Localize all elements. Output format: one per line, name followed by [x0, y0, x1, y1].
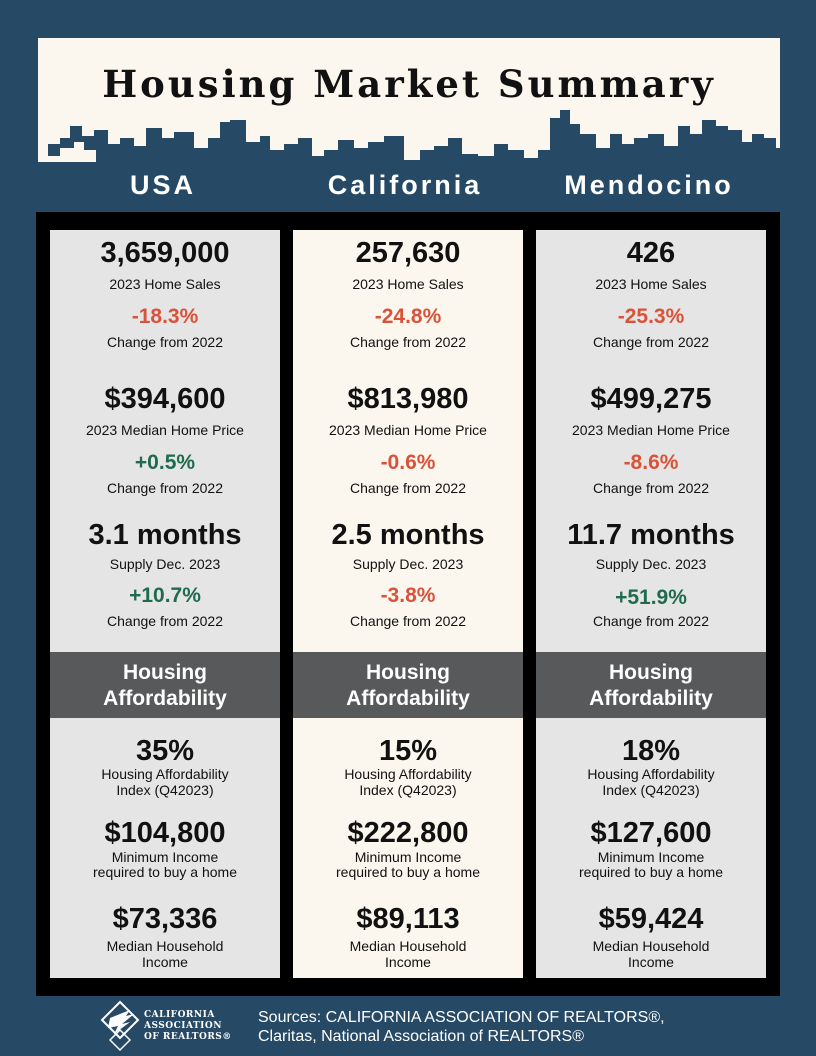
supply-label: Supply Dec. 2023: [109, 556, 221, 572]
median-price-label: 2023 Median Home Price: [329, 422, 487, 438]
logo-line1: CALIFORNIA: [144, 1010, 215, 1020]
supply-change: +51.9%: [615, 586, 687, 609]
median-price-change-label: Change from 2022: [593, 480, 709, 496]
affordability-section: 35% Housing Affordability Index (Q42023)…: [50, 718, 280, 978]
home-sales-change: -24.8%: [374, 305, 442, 328]
median-price-value: $813,980: [347, 383, 469, 415]
home-sales-change-label: Change from 2022: [593, 334, 709, 350]
hai-label-line1: Housing Affordability: [344, 766, 472, 782]
median-price-value: $394,600: [104, 383, 226, 415]
column-header-mendocino: Mendocino: [564, 170, 734, 200]
min-income-label-line1: Minimum Income: [354, 849, 462, 865]
median-price-change: +0.5%: [134, 451, 196, 474]
car-logo-icon: [100, 1000, 140, 1052]
median-income-label-line1: Median Household: [592, 938, 710, 954]
median-income-label-line2: Income: [385, 954, 431, 970]
supply-value: 3.1 months: [88, 519, 242, 551]
column-header-california: California: [327, 170, 483, 200]
median-income-label-line2: Income: [628, 954, 674, 970]
affordability-line2: Affordability: [589, 687, 713, 710]
page-title: Housing Market Summary: [102, 62, 716, 106]
title-banner: Housing Market Summary: [38, 38, 780, 190]
hai-label-line1: Housing Affordability: [587, 766, 715, 782]
min-income-value: $127,600: [590, 817, 712, 849]
sources-line1: Sources: CALIFORNIA ASSOCIATION OF REALT…: [258, 1009, 665, 1026]
median-price-label: 2023 Median Home Price: [572, 422, 730, 438]
median-income-value: $73,336: [112, 903, 218, 935]
column-header-usa: USA: [129, 170, 196, 200]
min-income-label-line1: Minimum Income: [111, 849, 219, 865]
hai-value: 18%: [621, 735, 681, 767]
logo-line3: OF REALTORS®: [144, 1032, 232, 1042]
logo-text: CALIFORNIA ASSOCIATION OF REALTORS®: [144, 1010, 232, 1043]
supply-change-label: Change from 2022: [350, 613, 466, 629]
home-sales-change-label: Change from 2022: [350, 334, 466, 350]
median-income-label-line2: Income: [142, 954, 188, 970]
home-sales-label: 2023 Home Sales: [109, 276, 221, 292]
supply-label: Supply Dec. 2023: [595, 556, 707, 572]
hai-label-line1: Housing Affordability: [101, 766, 229, 782]
min-income-value: $104,800: [104, 817, 226, 849]
market-section: 257,630 2023 Home Sales -24.8% Change fr…: [293, 230, 523, 652]
median-price-change-label: Change from 2022: [107, 480, 223, 496]
supply-value: 2.5 months: [331, 519, 485, 551]
affordability-line2: Affordability: [346, 687, 470, 710]
affordability-header: Housing Affordability: [50, 652, 280, 718]
market-section: 426 2023 Home Sales -25.3% Change from 2…: [536, 230, 766, 652]
hai-value: 35%: [135, 735, 195, 767]
panel-california: 257,630 2023 Home Sales -24.8% Change fr…: [293, 230, 523, 978]
home-sales-value: 426: [626, 237, 676, 269]
supply-value: 11.7 months: [567, 519, 735, 551]
sources-text: Sources: CALIFORNIA ASSOCIATION OF REALT…: [258, 1008, 778, 1046]
affordability-line1: Housing: [366, 661, 450, 684]
median-price-change: -8.6%: [623, 451, 679, 474]
affordability-header: Housing Affordability: [293, 652, 523, 718]
panel-mendocino: 426 2023 Home Sales -25.3% Change from 2…: [536, 230, 766, 978]
median-price-change-label: Change from 2022: [350, 480, 466, 496]
logo-line2: ASSOCIATION: [144, 1021, 222, 1031]
hai-label-line2: Index (Q42023): [359, 782, 457, 798]
hai-label-line2: Index (Q42023): [116, 782, 214, 798]
home-sales-value: 257,630: [355, 237, 461, 269]
home-sales-value: 3,659,000: [100, 237, 230, 269]
supply-change-label: Change from 2022: [593, 613, 709, 629]
affordability-line1: Housing: [123, 661, 207, 684]
median-income-value: $59,424: [598, 903, 704, 935]
median-income-label-line1: Median Household: [106, 938, 224, 954]
median-price-value: $499,275: [590, 383, 712, 415]
home-sales-label: 2023 Home Sales: [352, 276, 464, 292]
home-sales-change: -18.3%: [131, 305, 199, 328]
affordability-line1: Housing: [609, 661, 693, 684]
median-price-change: -0.6%: [380, 451, 436, 474]
supply-change-label: Change from 2022: [107, 613, 223, 629]
affordability-section: 18% Housing Affordability Index (Q42023)…: [536, 718, 766, 978]
median-income-value: $89,113: [356, 903, 460, 935]
hai-label-line2: Index (Q42023): [602, 782, 700, 798]
supply-label: Supply Dec. 2023: [352, 556, 464, 572]
min-income-label-line2: required to buy a home: [336, 864, 480, 880]
home-sales-change: -25.3%: [617, 305, 685, 328]
affordability-section: 15% Housing Affordability Index (Q42023)…: [293, 718, 523, 978]
min-income-label-line2: required to buy a home: [579, 864, 723, 880]
supply-change: +10.7%: [129, 584, 201, 607]
min-income-label-line2: required to buy a home: [93, 864, 237, 880]
min-income-value: $222,800: [347, 817, 469, 849]
skyline-graphic: [38, 38, 780, 162]
hai-value: 15%: [378, 735, 438, 767]
affordability-line2: Affordability: [103, 687, 227, 710]
market-section: 3,659,000 2023 Home Sales -18.3% Change …: [50, 230, 280, 652]
median-price-label: 2023 Median Home Price: [86, 422, 244, 438]
median-income-label-line1: Median Household: [349, 938, 467, 954]
affordability-header: Housing Affordability: [536, 652, 766, 718]
car-logo: CALIFORNIA ASSOCIATION OF REALTORS®: [100, 1000, 240, 1054]
panel-usa: 3,659,000 2023 Home Sales -18.3% Change …: [50, 230, 280, 978]
min-income-label-line1: Minimum Income: [597, 849, 705, 865]
sources-line2: Claritas, National Association of REALTO…: [258, 1028, 584, 1045]
supply-change: -3.8%: [380, 584, 436, 607]
home-sales-label: 2023 Home Sales: [595, 276, 707, 292]
home-sales-change-label: Change from 2022: [107, 334, 223, 350]
